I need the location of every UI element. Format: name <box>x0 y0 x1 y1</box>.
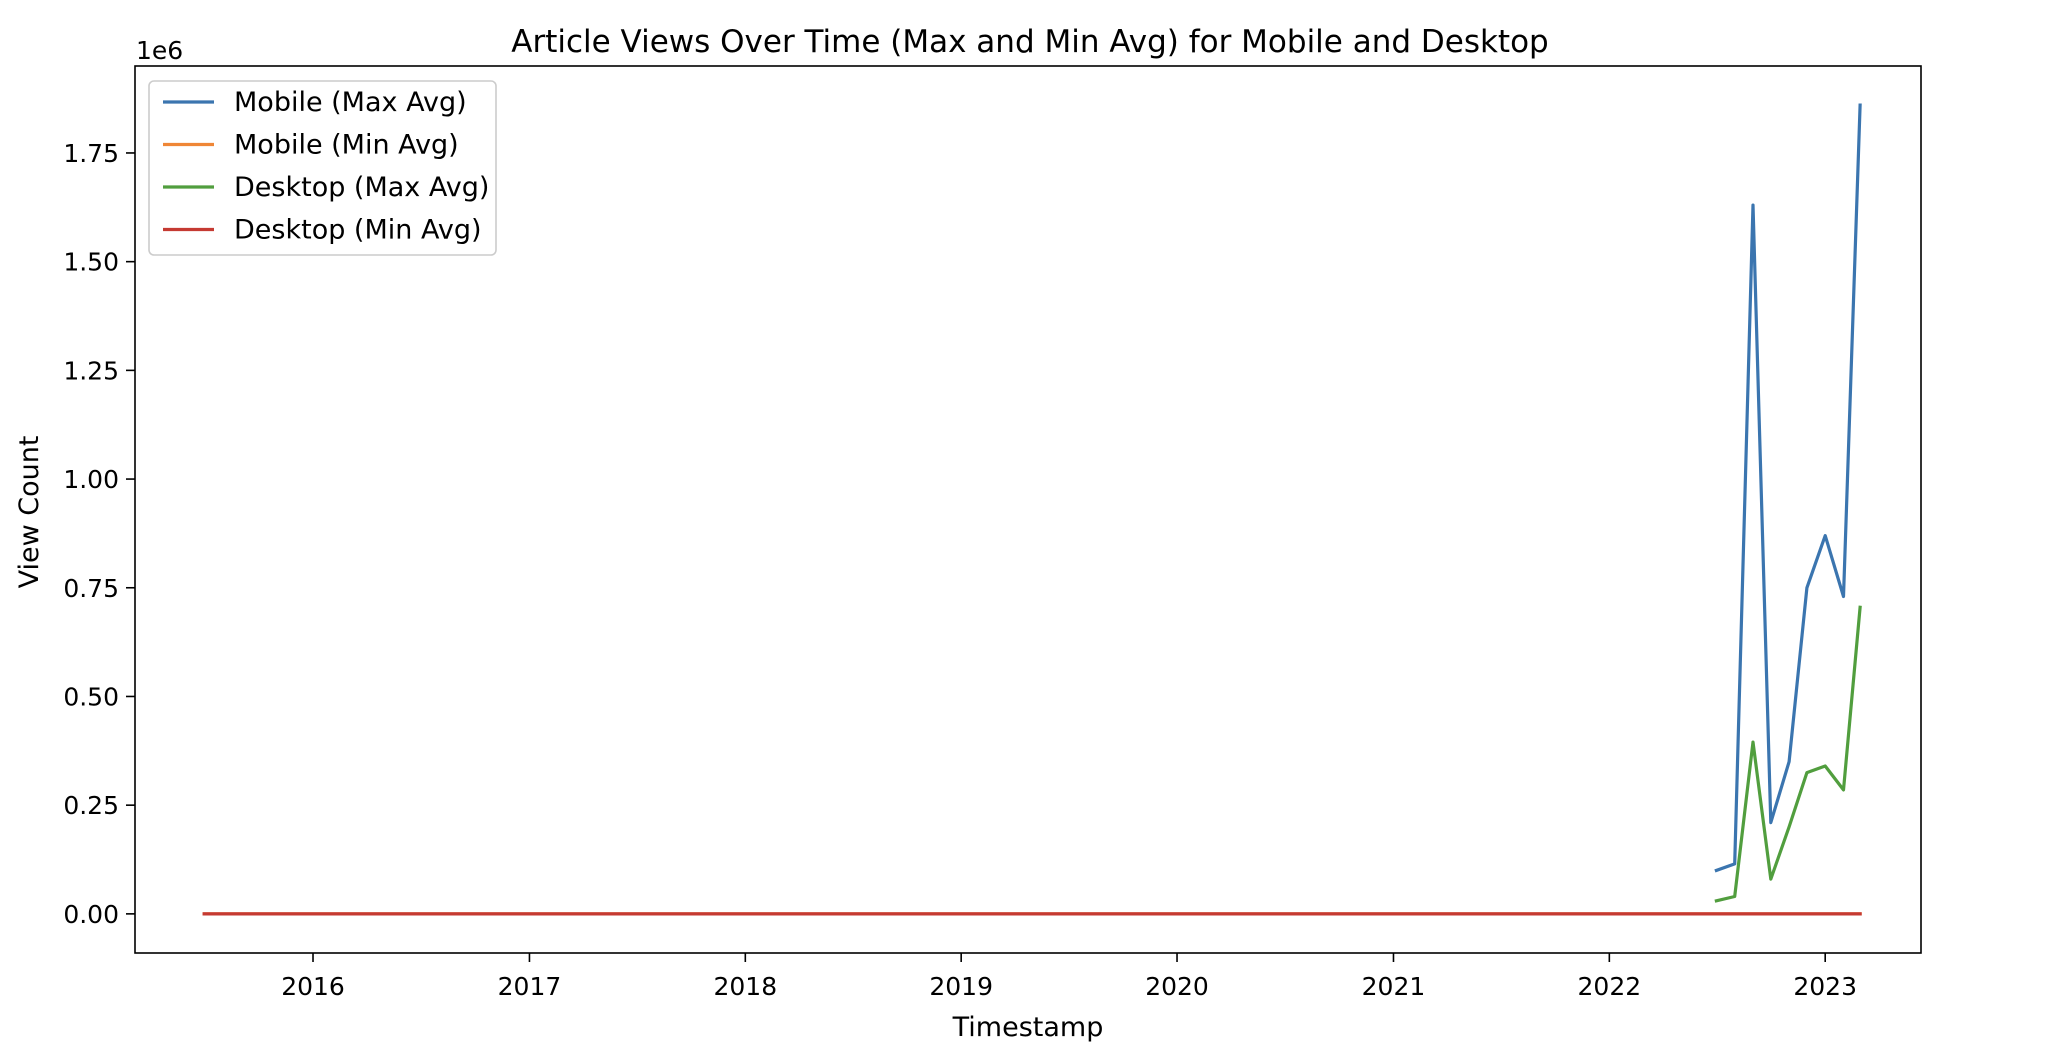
x-tick-label: 2018 <box>714 972 778 1001</box>
y-tick-label: 1.75 <box>63 139 119 168</box>
x-tick-label: 2023 <box>1793 972 1857 1001</box>
x-tick-label: 2016 <box>281 972 345 1001</box>
legend-entry-label: Mobile (Max Avg) <box>234 87 467 118</box>
series-line-mobile-max-avg <box>1714 103 1862 873</box>
series-line-desktop-max-avg <box>1714 605 1862 903</box>
axes-ticks: 0.00 0.25 0.50 0.75 1.00 1.25 1.50 1.75 2016 2017… <box>63 139 1857 1001</box>
legend-box <box>148 80 497 256</box>
y-tick-label: 1.50 <box>63 248 119 277</box>
x-tick-label: 2022 <box>1578 972 1642 1001</box>
x-tick-label: 2017 <box>498 972 562 1001</box>
chart-title: Article Views Over Time (Max and Min Avg… <box>511 24 1549 60</box>
y-offset-text: 1e6 <box>136 36 183 65</box>
x-tick-label: 2020 <box>1145 972 1209 1001</box>
y-tick-label: 0.75 <box>63 574 119 603</box>
y-tick-label: 0.50 <box>63 682 119 711</box>
y-tick-label: 0.25 <box>63 791 119 820</box>
legend-entry-label: Mobile (Min Avg) <box>234 130 459 161</box>
plot-area-frame <box>134 65 1922 954</box>
y-tick-label: 0.00 <box>63 900 119 929</box>
x-tick-label: 2019 <box>929 972 993 1001</box>
legend-entry-label: Desktop (Max Avg) <box>234 172 489 203</box>
y-tick-label: 1.25 <box>63 356 119 385</box>
y-tick-label: 1.00 <box>63 465 119 494</box>
legend: Mobile (Max Avg) Mobile (Min Avg) Desktop … <box>148 80 497 256</box>
x-tick-label: 2021 <box>1362 972 1426 1001</box>
legend-entry-label: Desktop (Min Avg) <box>234 215 482 246</box>
x-axis-label: Timestamp <box>952 1012 1104 1043</box>
y-axis-label: View Count <box>14 436 45 589</box>
series-lines <box>202 103 1862 916</box>
